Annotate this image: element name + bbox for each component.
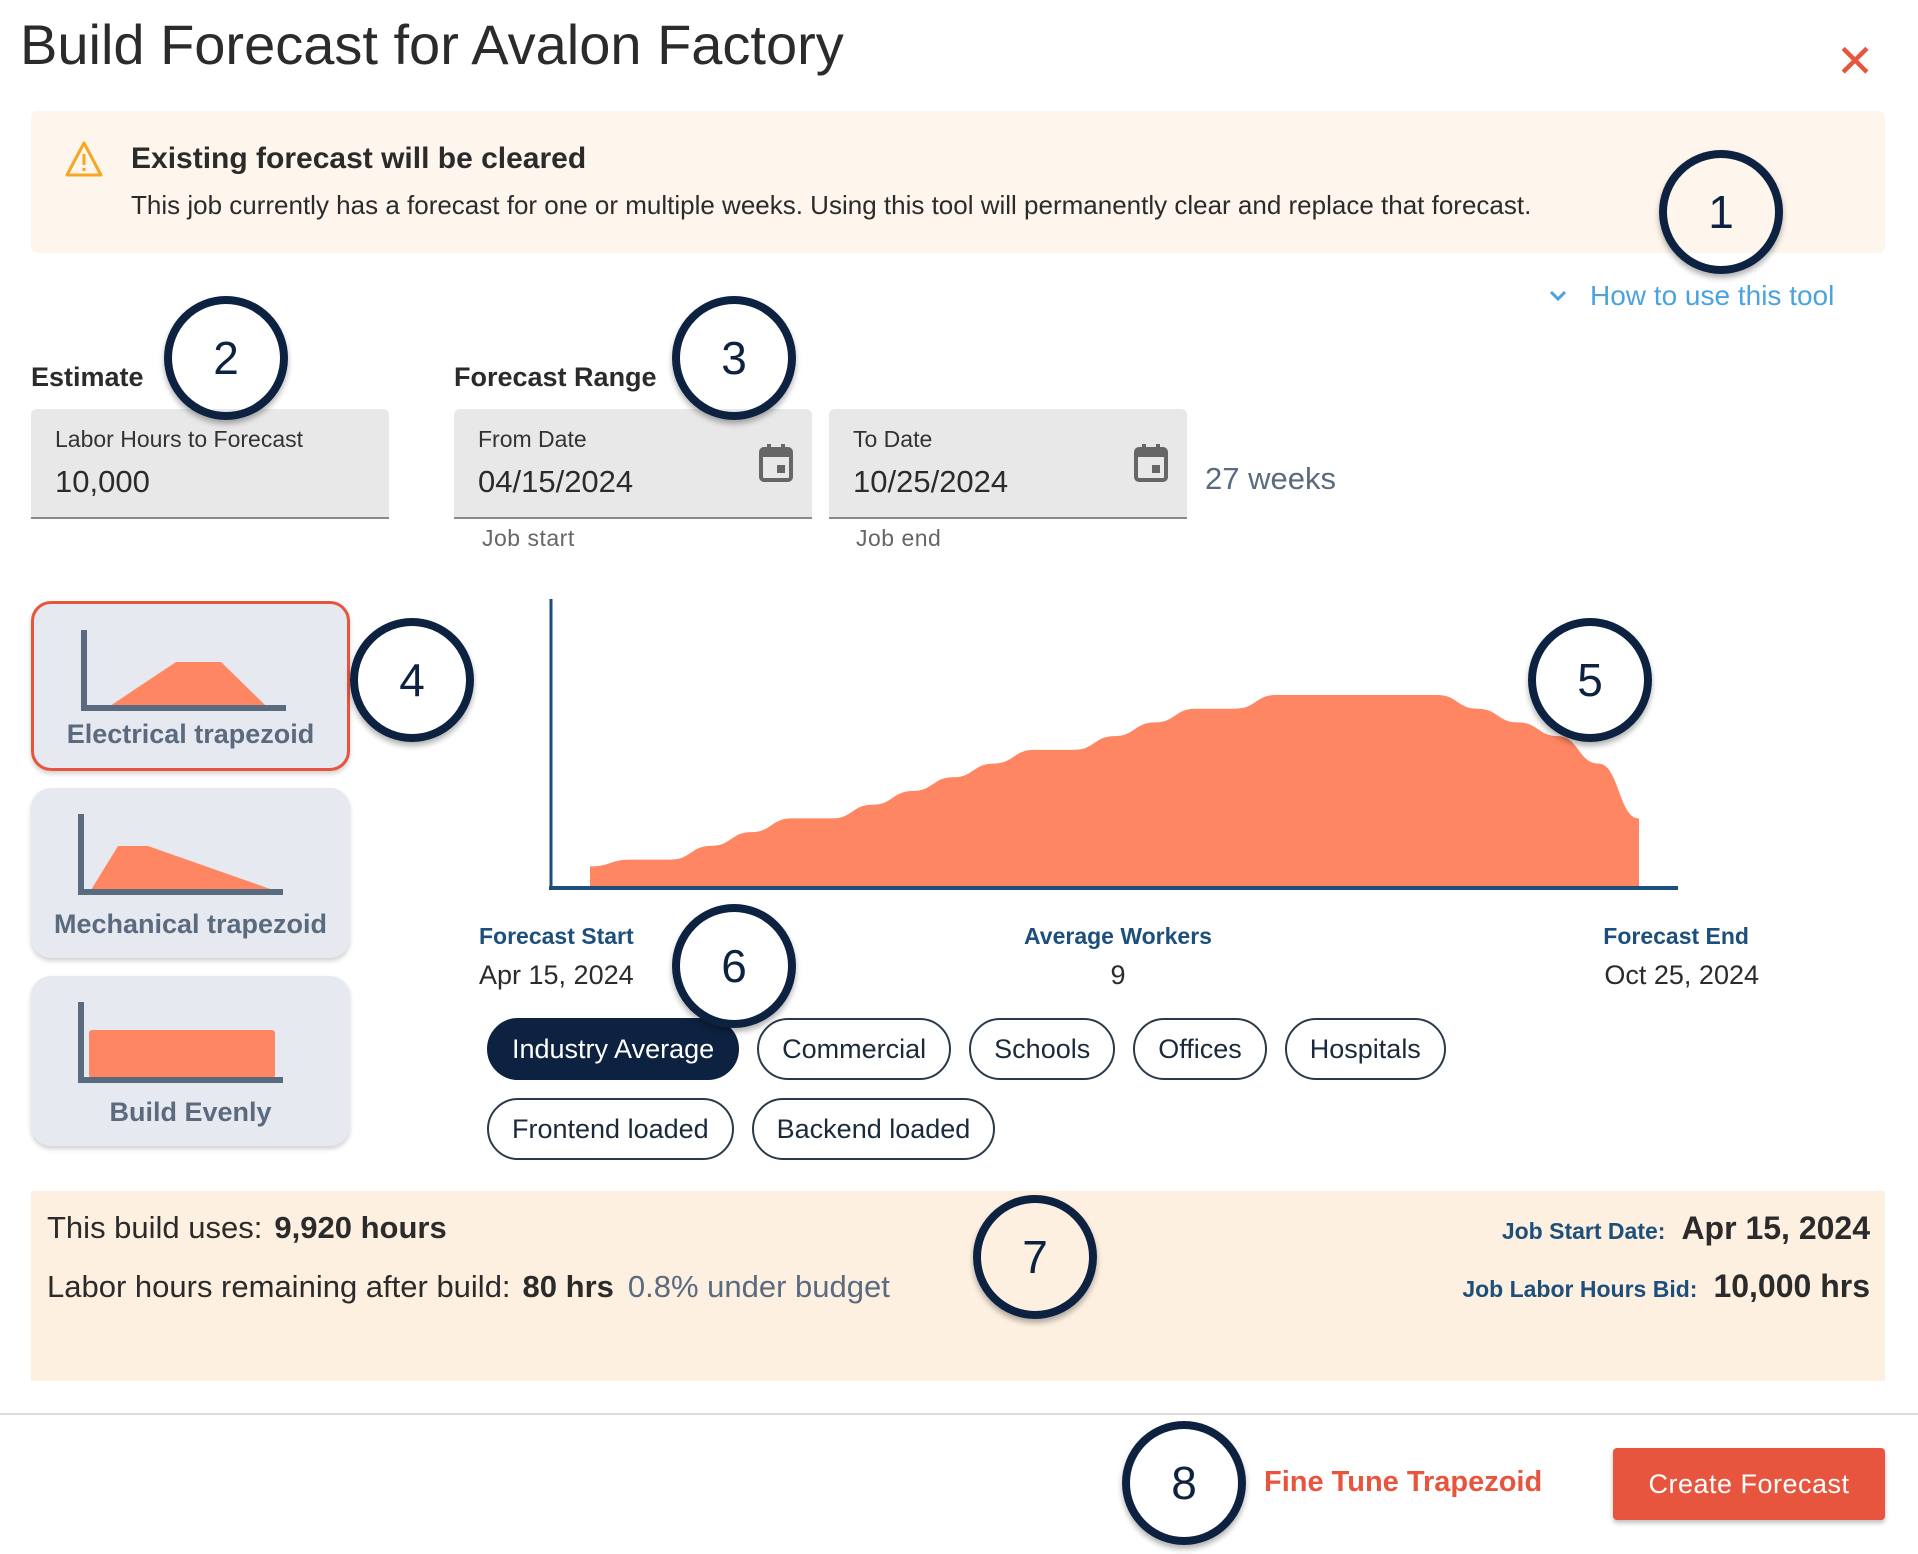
template-mechanical-trapezoid[interactable]: Mechanical trapezoid	[31, 788, 350, 958]
chip-hospitals[interactable]: Hospitals	[1284, 1018, 1446, 1080]
to-date-label: To Date	[853, 426, 933, 452]
budget-note: 0.8% under budget	[627, 1269, 890, 1304]
to-date-value[interactable]: 10/25/2024	[853, 464, 1009, 499]
forecast-start-label: Forecast Start	[479, 923, 634, 949]
warning-triangle-icon	[65, 141, 103, 177]
build-evenly-icon	[78, 1002, 283, 1083]
chip-backend-loaded[interactable]: Backend loaded	[751, 1098, 996, 1160]
job-start-label: Job Start Date:	[1501, 1218, 1666, 1244]
to-date-field[interactable]: To Date 10/25/2024	[829, 409, 1187, 519]
average-workers-value: 9	[1110, 960, 1126, 990]
forecast-end-label: Forecast End	[1603, 923, 1749, 949]
labor-bid-value: 10,000 hrs	[1713, 1268, 1870, 1304]
job-labor-bid: Job Labor Hours Bid: 10,000 hrs	[1462, 1268, 1870, 1305]
chip-offices[interactable]: Offices	[1133, 1018, 1267, 1080]
annotation-marker: 8	[1122, 1421, 1246, 1545]
annotation-marker: 4	[350, 618, 474, 742]
chip-schools[interactable]: Schools	[969, 1018, 1116, 1080]
forecast-area	[590, 695, 1639, 887]
estimate-label: Estimate	[31, 362, 144, 392]
labor-bid-label: Job Labor Hours Bid:	[1462, 1276, 1698, 1302]
how-to-use-link[interactable]: How to use this tool	[1548, 280, 1834, 312]
mechanical-trapezoid-icon	[78, 814, 283, 895]
labor-hours-field[interactable]: Labor Hours to Forecast 10,000	[31, 409, 389, 519]
build-uses: This build uses: 9,920 hours	[47, 1210, 447, 1246]
annotation-marker: 5	[1528, 618, 1652, 742]
job-start-date: Job Start Date: Apr 15, 2024	[1502, 1210, 1870, 1247]
build-uses-value: 9,920 hours	[274, 1210, 447, 1245]
fine-tune-trapezoid-button[interactable]: Fine Tune Trapezoid	[1264, 1466, 1543, 1498]
annotation-marker: 2	[164, 296, 288, 420]
footer-divider	[0, 1413, 1918, 1415]
build-summary	[31, 1191, 1885, 1381]
template-build-evenly[interactable]: Build Evenly	[31, 976, 350, 1146]
forecast-end-value: Oct 25, 2024	[1604, 960, 1759, 990]
from-date-value[interactable]: 04/15/2024	[478, 464, 634, 499]
from-date-field[interactable]: From Date 04/15/2024	[454, 409, 812, 519]
calendar-icon[interactable]	[758, 443, 794, 483]
warning-body: This job currently has a forecast for on…	[131, 190, 1532, 220]
labor-hours-label: Labor Hours to Forecast	[55, 426, 304, 452]
average-workers-label: Average Workers	[1024, 923, 1212, 949]
from-date-helper: Job start	[482, 525, 575, 551]
electrical-trapezoid-icon	[81, 630, 286, 711]
annotation-marker: 3	[672, 296, 796, 420]
template-label: Mechanical trapezoid	[53, 909, 328, 939]
annotation-marker: 7	[973, 1195, 1097, 1319]
forecast-start-value: Apr 15, 2024	[479, 960, 634, 990]
create-forecast-button[interactable]: Create Forecast	[1613, 1448, 1885, 1520]
chip-frontend-loaded[interactable]: Frontend loaded	[487, 1098, 734, 1160]
chip-industry-average[interactable]: Industry Average	[487, 1018, 740, 1080]
dialog-title: Build Forecast for Avalon Factory	[20, 13, 844, 76]
how-to-use-label: How to use this tool	[1590, 280, 1835, 311]
hours-remaining: Labor hours remaining after build: 80 hrs…	[47, 1269, 890, 1305]
annotation-marker: 1	[1659, 150, 1783, 274]
job-start-value: Apr 15, 2024	[1681, 1210, 1870, 1246]
labor-hours-value[interactable]: 10,000	[55, 464, 150, 499]
hours-remaining-value: 80 hrs	[522, 1269, 614, 1304]
from-date-label: From Date	[478, 426, 587, 452]
duration-weeks: 27 weeks	[1205, 461, 1336, 496]
template-electrical-trapezoid[interactable]: Electrical trapezoid	[31, 601, 350, 771]
build-uses-label: This build uses:	[47, 1210, 263, 1245]
warning-banner	[31, 111, 1885, 253]
to-date-helper: Job end	[856, 525, 942, 551]
profile-chips: Industry Average Commercial Schools Offi…	[487, 1018, 1687, 1160]
chip-commercial[interactable]: Commercial	[757, 1018, 952, 1080]
hours-remaining-label: Labor hours remaining after build:	[47, 1269, 511, 1304]
template-label: Electrical trapezoid	[66, 719, 315, 749]
template-label: Build Evenly	[109, 1097, 272, 1127]
calendar-icon[interactable]	[1133, 443, 1169, 483]
chevron-down-icon	[1549, 290, 1567, 302]
annotation-marker: 6	[672, 904, 796, 1028]
close-icon[interactable]: ✕	[1835, 35, 1875, 87]
warning-heading: Existing forecast will be cleared	[131, 142, 587, 175]
forecast-range-label: Forecast Range	[454, 362, 657, 392]
